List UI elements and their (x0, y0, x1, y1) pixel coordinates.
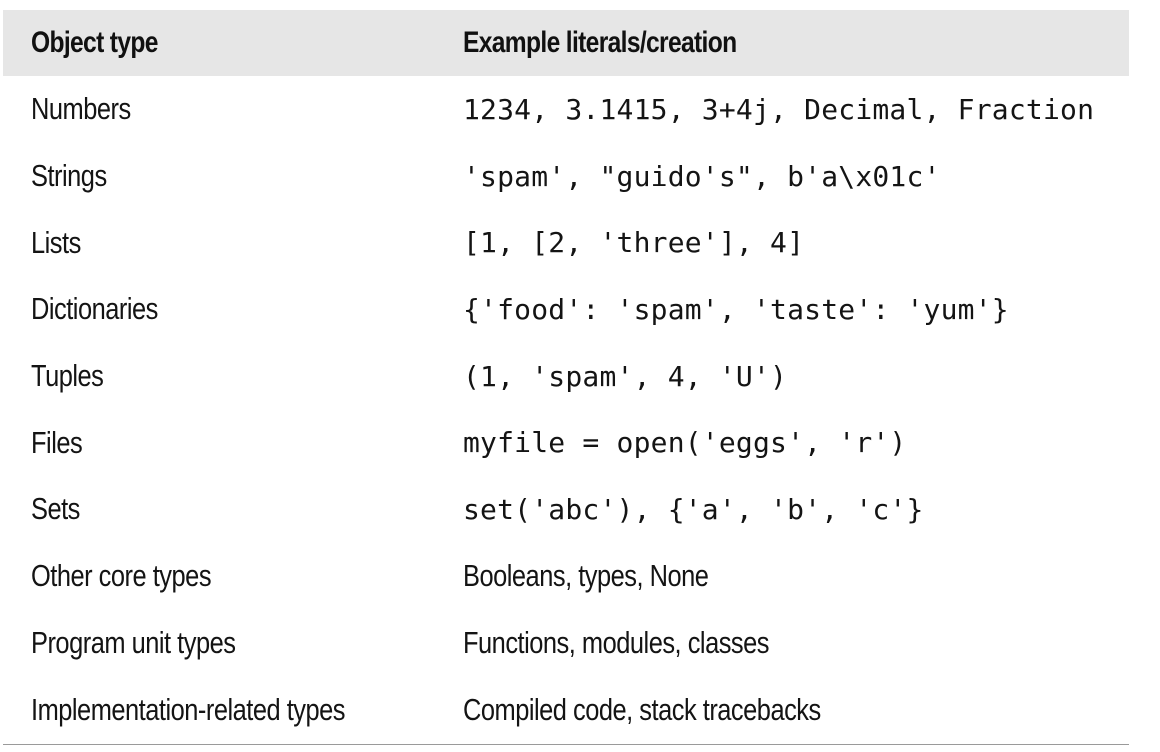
row-type: Tuples (31, 358, 104, 394)
row-type: Dictionaries (31, 291, 158, 327)
row-type: Program unit types (31, 624, 236, 660)
row-type: Strings (31, 158, 107, 194)
table-row: Strings 'spam', "guido's", b'a\x01c' (3, 143, 1129, 210)
table-row: Lists [1, [2, 'three'], 4] (3, 209, 1129, 276)
table-row: Sets set('abc'), {'a', 'b', 'c'} (3, 476, 1129, 543)
row-type: Implementation-related types (31, 691, 346, 727)
table-row: Tuples (1, 'spam', 4, 'U') (3, 343, 1129, 410)
row-example: [1, [2, 'three'], 4] (463, 226, 805, 260)
row-example: 'spam', "guido's", b'a\x01c' (463, 159, 941, 193)
table-row: Other core types Booleans, types, None (3, 543, 1129, 610)
row-example: Booleans, types, None (463, 558, 709, 594)
table-row: Files myfile = open('eggs', 'r') (3, 409, 1129, 476)
table-header: Object type Example literals/creation (3, 10, 1129, 76)
table-row: Implementation-related types Compiled co… (3, 676, 1129, 743)
row-type: Other core types (31, 558, 212, 594)
row-example: set('abc'), {'a', 'b', 'c'} (463, 492, 924, 526)
header-object-type: Object type (31, 26, 158, 59)
header-example-literals: Example literals/creation (463, 26, 737, 59)
row-example: Compiled code, stack tracebacks (463, 691, 821, 727)
row-example: {'food': 'spam', 'taste': 'yum'} (463, 292, 1009, 326)
object-types-table: Object type Example literals/creation Nu… (3, 10, 1129, 743)
row-type: Numbers (31, 91, 131, 127)
row-example: Functions, modules, classes (463, 624, 770, 660)
row-type: Sets (31, 491, 80, 527)
table-row: Dictionaries {'food': 'spam', 'taste': '… (3, 276, 1129, 343)
row-type: Files (31, 424, 83, 460)
row-type: Lists (31, 224, 81, 260)
row-example: 1234, 3.1415, 3+4j, Decimal, Fraction (463, 92, 1095, 126)
table-bottom-rule (3, 744, 1129, 745)
row-example: myfile = open('eggs', 'r') (463, 426, 907, 460)
table-row: Program unit types Functions, modules, c… (3, 610, 1129, 677)
row-example: (1, 'spam', 4, 'U') (463, 359, 788, 393)
table-row: Numbers 1234, 3.1415, 3+4j, Decimal, Fra… (3, 76, 1129, 143)
